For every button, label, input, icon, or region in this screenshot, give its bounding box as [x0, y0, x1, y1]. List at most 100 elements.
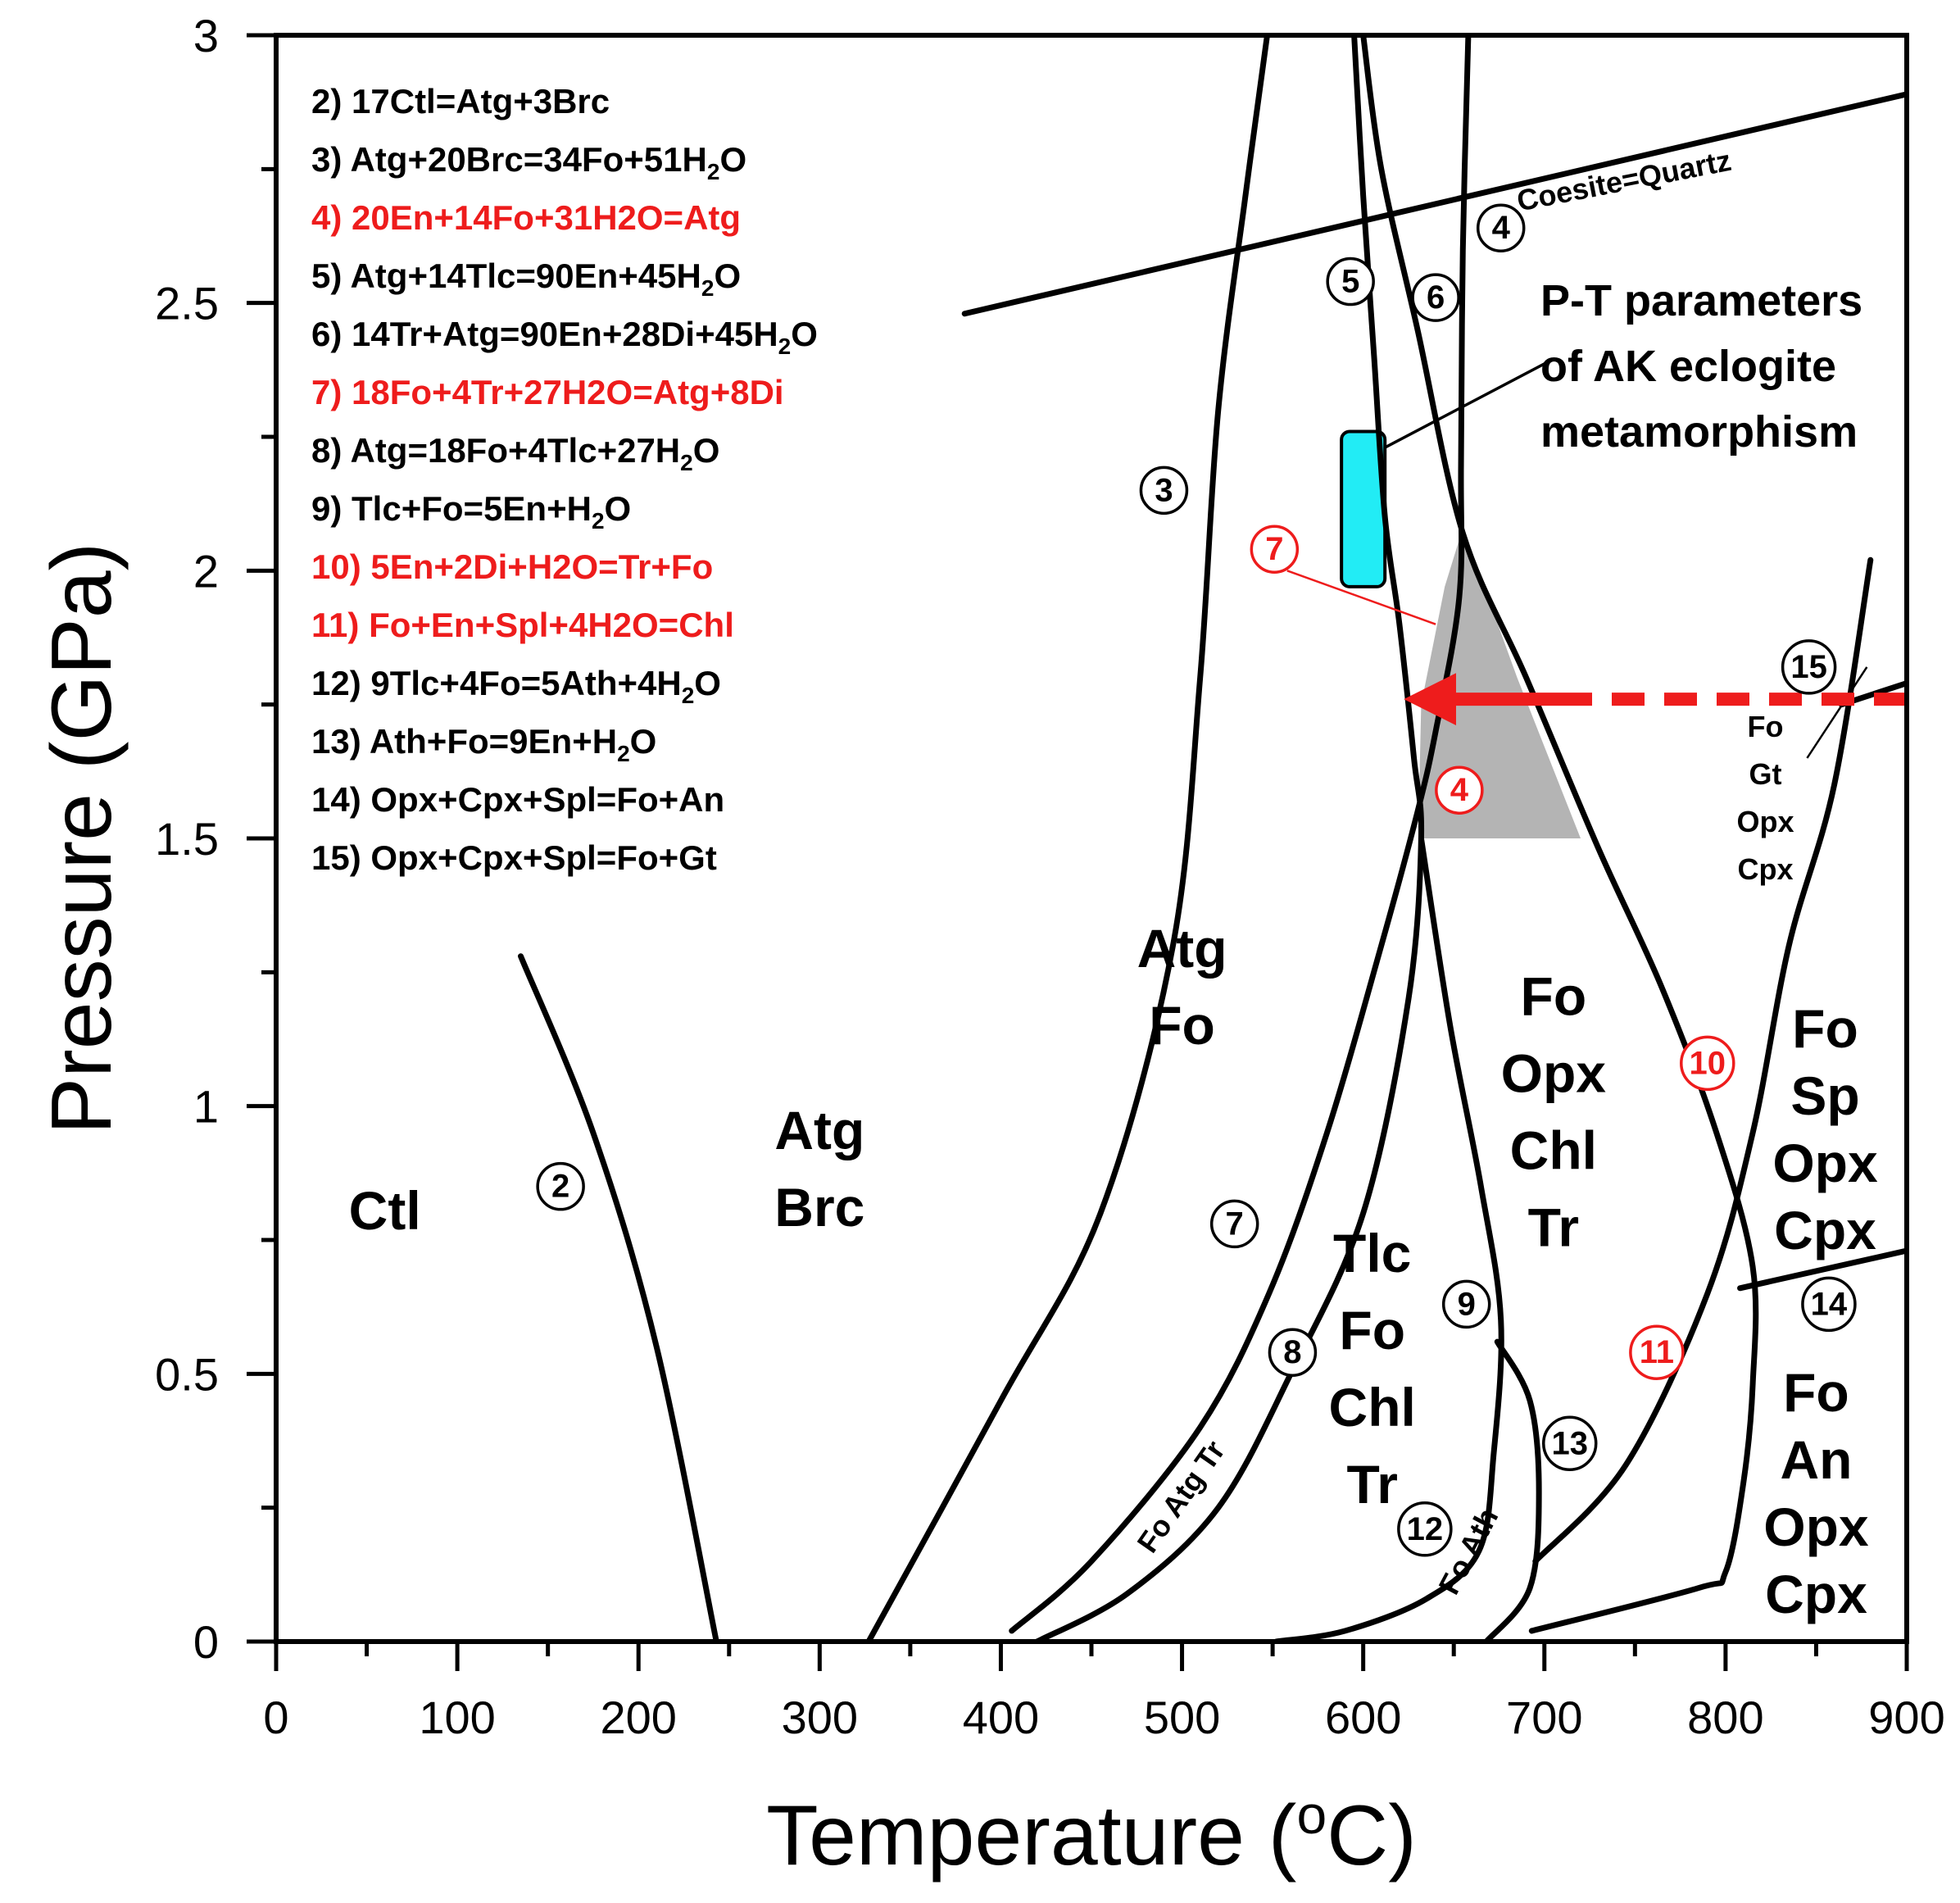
- x-axis-title-degree: o: [1296, 1784, 1327, 1845]
- y-tick-label: 1: [193, 1081, 219, 1133]
- legend-reaction-text: 2: [707, 159, 720, 184]
- phase-field-atg-fo: Atg Fo: [1137, 918, 1227, 1056]
- legend-item-2: 2) 17Ctl=Atg+3Brc: [311, 82, 610, 120]
- legend-reaction-text: Opx+Cpx+Spl=Fo+Gt: [370, 838, 716, 877]
- phase-field-label: Cpx: [1765, 1564, 1867, 1624]
- phase-field-label: Fo: [1339, 1300, 1405, 1360]
- reaction-curve-3: [865, 35, 1270, 1642]
- x-tick-label: 700: [1506, 1692, 1582, 1743]
- x-tick-label: 200: [601, 1692, 677, 1743]
- reaction-marker-circle: [1781, 639, 1837, 695]
- legend-item-6: 6) 14Tr+Atg=90En+28Di+45H2O: [311, 315, 818, 359]
- phase-field-label: Chl: [1510, 1120, 1597, 1181]
- reaction-marker-10: 10: [1680, 1035, 1735, 1092]
- legend-reaction-text: O: [694, 664, 721, 702]
- legend-reaction-text: Atg+14Tlc=90En+45H: [350, 257, 701, 295]
- phase-field-ctl: Ctl: [349, 1180, 421, 1241]
- legend-number: 10): [311, 547, 370, 586]
- legend-number: 4): [311, 198, 352, 237]
- reaction-marker-12: 12: [1397, 1501, 1453, 1557]
- legend-reaction-text: O: [630, 722, 657, 761]
- phase-field-label: Tlc: [1333, 1223, 1411, 1283]
- phase-field-label: Chl: [1329, 1377, 1416, 1437]
- marker-layer: 2 3 4 5 6 7 8 9 12 13 14 15 7 4 10 11: [536, 203, 1857, 1557]
- reaction-marker-circle: [1139, 466, 1189, 515]
- reaction-marker-14: 14: [1801, 1276, 1857, 1333]
- x-axis-title-unit: C): [1327, 1788, 1417, 1883]
- legend-item-8: 8) Atg=18Fo+4Tlc+27H2O: [311, 431, 719, 475]
- legend-reaction-text: 2: [680, 450, 693, 475]
- reaction-marker-13: 13: [1541, 1415, 1598, 1472]
- reaction-marker-7: 7: [1209, 1199, 1259, 1249]
- legend-number: 2): [311, 82, 352, 120]
- phase-field-label: Fo: [1748, 710, 1784, 743]
- phase-field-label: Opx: [1772, 1133, 1878, 1193]
- phase-field-atg-brc: Atg Brc: [774, 1100, 864, 1238]
- annotation-line-2: of AK eclogite: [1540, 342, 1836, 391]
- legend-reaction-text: 2: [682, 683, 695, 708]
- legend-reaction-text: O: [605, 489, 632, 528]
- phase-field-label: Opx: [1737, 805, 1794, 838]
- reaction-marker-label: 14: [1811, 1286, 1848, 1322]
- region-label-layer: CtlAtgBrcAtgFoTlcFoChlTrFoOpxChlTrFoSpOp…: [349, 143, 1878, 1624]
- legend-reaction-text: O: [714, 257, 741, 295]
- reaction-marker-label: 5: [1341, 264, 1359, 300]
- reaction-marker-label: 13: [1551, 1425, 1588, 1461]
- reaction-marker-circle: [1397, 1501, 1453, 1557]
- y-tick-label: 0: [193, 1616, 219, 1668]
- reaction-marker-circle: [1268, 1328, 1318, 1377]
- reaction-marker-label: 7: [1265, 531, 1283, 567]
- legend-item-9: 9) Tlc+Fo=5En+H2O: [311, 489, 631, 534]
- phase-field-label: Tr: [1347, 1454, 1398, 1515]
- reaction-marker-circle: [1629, 1324, 1685, 1380]
- annotation-line-1: P-T parameters: [1540, 276, 1862, 325]
- legend-number: 11): [311, 606, 369, 644]
- reaction-curve-coesite-quartz: [961, 91, 1907, 317]
- x-tick-label: 800: [1687, 1692, 1763, 1743]
- legend-item-12: 12) 9Tlc+4Fo=5Ath+4H2O: [311, 664, 721, 708]
- legend-number: 6): [311, 315, 352, 353]
- reaction-marker-label: 4: [1492, 210, 1511, 246]
- reaction-curve-9: [1273, 835, 1504, 1642]
- phase-field-label: Cpx: [1738, 852, 1794, 886]
- reaction-curve-12-13: [1483, 1338, 1542, 1642]
- reaction-marker-5: 5: [1326, 257, 1375, 307]
- reaction-marker-label: 8: [1283, 1334, 1301, 1370]
- reaction-marker-label: 3: [1155, 472, 1173, 508]
- legend-reaction-text: 17Ctl=Atg+3Brc: [352, 82, 610, 120]
- reaction-marker-4: 4: [1476, 203, 1526, 252]
- legend-number: 12): [311, 664, 370, 702]
- reaction-marker-15: 15: [1781, 639, 1837, 695]
- reaction-marker-label: 11: [1640, 1334, 1674, 1370]
- x-axis-title: Temperature (oC): [766, 1784, 1417, 1883]
- reaction-marker-9: 9: [1441, 1279, 1491, 1329]
- legend-number: 7): [311, 373, 352, 411]
- reaction-marker-6: 6: [1411, 273, 1460, 322]
- x-tick-label: 400: [963, 1692, 1039, 1743]
- y-tick-label: 2: [193, 545, 219, 597]
- y-axis-title: Pressure (GPa): [34, 543, 129, 1134]
- legend-reaction-text: 2: [592, 508, 605, 534]
- legend-reaction-text: 9Tlc+4Fo=5Ath+4H: [370, 664, 681, 702]
- legend-reaction-text: Opx+Cpx+Spl=Fo+An: [370, 780, 724, 819]
- legend-reaction-text: Fo+En+Spl+4H2O=Chl: [369, 606, 734, 644]
- legend-item-14: 14) Opx+Cpx+Spl=Fo+An: [311, 780, 724, 819]
- legend-number: 3): [311, 140, 350, 179]
- legend-reaction-text: O: [791, 315, 818, 353]
- reaction-marker-3: 3: [1139, 466, 1189, 515]
- reaction-marker-label: 10: [1690, 1045, 1726, 1081]
- legend-reaction-text: Atg=18Fo+4Tlc+27H: [350, 431, 680, 470]
- legend-reaction-text: Tlc+Fo=5En+H: [352, 489, 592, 528]
- phase-field-label: Opx: [1763, 1497, 1869, 1557]
- legend: 2) 17Ctl=Atg+3Brc 3) Atg+20Brc=34Fo+51H2O…: [311, 82, 818, 877]
- legend-number: 13): [311, 722, 370, 761]
- legend-item-3: 3) Atg+20Brc=34Fo+51H2O: [311, 140, 746, 184]
- legend-reaction-text: 18Fo+4Tr+27H2O=Atg+8Di: [352, 373, 784, 411]
- annotation-line-3: metamorphism: [1540, 407, 1858, 456]
- x-tick-label: 900: [1868, 1692, 1944, 1743]
- reaction-marker-circle: [1801, 1276, 1857, 1333]
- reaction-curve-2: [518, 953, 719, 1642]
- curve-label: Coesite=Quartz: [1514, 143, 1734, 218]
- phase-field-label: Fo: [1792, 998, 1858, 1059]
